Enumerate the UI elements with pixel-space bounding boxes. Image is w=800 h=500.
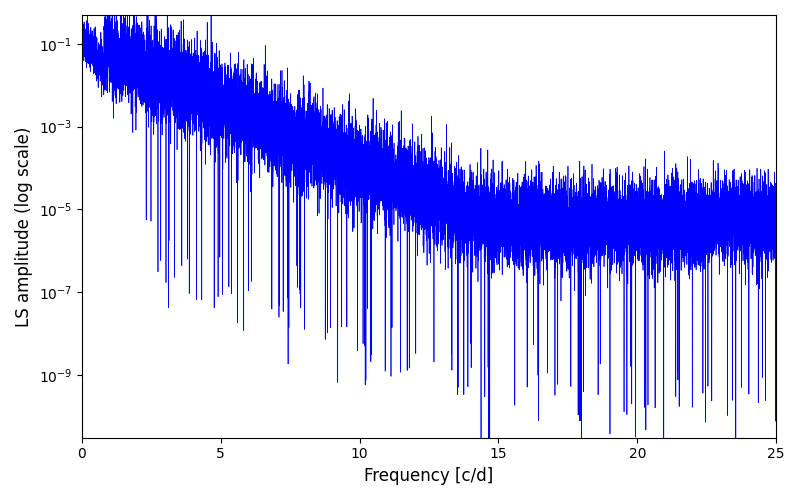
Y-axis label: LS amplitude (log scale): LS amplitude (log scale) [15,126,33,326]
X-axis label: Frequency [c/d]: Frequency [c/d] [364,467,494,485]
